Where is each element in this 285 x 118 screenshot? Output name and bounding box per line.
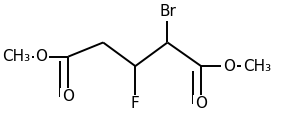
Text: O: O: [36, 49, 48, 64]
Text: CH₃: CH₃: [2, 49, 30, 64]
Text: F: F: [131, 96, 140, 111]
Text: O: O: [195, 96, 207, 111]
Text: O: O: [223, 59, 235, 74]
Text: CH₃: CH₃: [243, 59, 271, 74]
Text: Br: Br: [159, 4, 176, 19]
Text: O: O: [62, 89, 74, 104]
